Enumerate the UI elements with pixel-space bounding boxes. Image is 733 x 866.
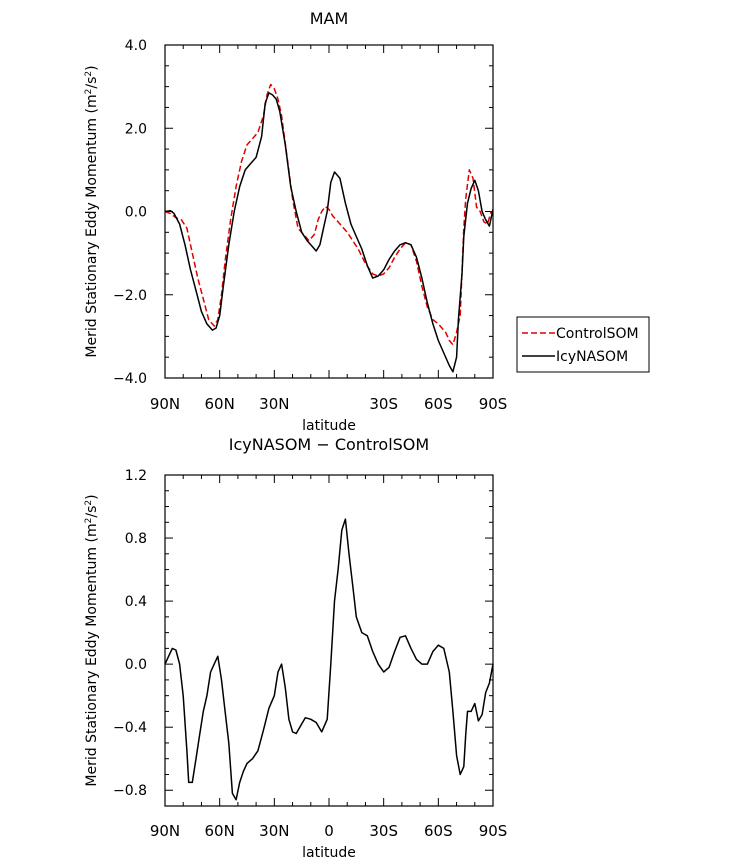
x-tick-label: 0 bbox=[324, 822, 334, 840]
x-tick-label: 30S bbox=[369, 395, 398, 413]
y-axis-label: Merid Stationary Eddy Momentum (m2/s2) bbox=[84, 65, 100, 357]
x-tick-label: 90N bbox=[150, 395, 180, 413]
y-tick-label: 1.2 bbox=[125, 468, 147, 484]
x-tick-label: 90N bbox=[150, 822, 180, 840]
y-axis-label-part: /s bbox=[84, 77, 100, 89]
y-tick-label: −0.4 bbox=[113, 720, 147, 736]
y-axis-label-part: 2 bbox=[84, 89, 94, 95]
x-axis-label: latitude bbox=[302, 845, 356, 861]
legend: ControlSOM IcyNASOM bbox=[516, 316, 650, 373]
chart-1: MAM 90N 60N 30N 30S 60S 90S −4.0 −2.0 0.0 2.0 4.0 la… bbox=[84, 9, 650, 434]
series-line-difference bbox=[164, 518, 494, 801]
y-tick-label: 0.0 bbox=[125, 205, 147, 221]
y-tick-label: 0.0 bbox=[125, 657, 147, 673]
y-axis-label-part: ) bbox=[84, 494, 100, 499]
y-tick-label: 4.0 bbox=[125, 38, 147, 54]
series-line-controlsom bbox=[164, 83, 492, 346]
plot-frame bbox=[164, 474, 494, 807]
y-axis-label-part: 2 bbox=[84, 500, 94, 506]
y-tick-label: 2.0 bbox=[125, 121, 147, 137]
y-axis-label-part: Merid Stationary Eddy Momentum (m bbox=[84, 523, 100, 786]
series-line-icynasom bbox=[164, 92, 494, 373]
y-axis-label: Merid Stationary Eddy Momentum (m2/s2) bbox=[84, 494, 100, 786]
x-tick-label: 30N bbox=[259, 822, 289, 840]
x-tick-label: 30S bbox=[369, 822, 398, 840]
x-tick-label: 60N bbox=[205, 822, 235, 840]
x-tick-label: 30N bbox=[259, 395, 289, 413]
y-axis-label-part: ) bbox=[84, 65, 100, 70]
x-tick-label: 60S bbox=[424, 822, 453, 840]
x-tick-label: 90S bbox=[479, 822, 508, 840]
legend-box bbox=[516, 316, 650, 373]
y-tick-label: 0.8 bbox=[125, 531, 147, 547]
x-tick-label: 60N bbox=[205, 395, 235, 413]
x-tick-label: 90S bbox=[479, 395, 508, 413]
y-tick-label: −0.8 bbox=[113, 783, 147, 799]
y-axis-label-part: 2 bbox=[84, 518, 94, 524]
x-tick-label: 60S bbox=[424, 395, 453, 413]
y-tick-label: −4.0 bbox=[113, 371, 147, 387]
plot-frame bbox=[164, 44, 494, 379]
x-axis-label: latitude bbox=[302, 418, 356, 434]
chart-2: IcyNASOM − ControlSOM 90N 60N 30N 0 30S 60S 90S… bbox=[84, 435, 507, 861]
chart-title: IcyNASOM − ControlSOM bbox=[229, 435, 429, 454]
legend-label: ControlSOM bbox=[556, 326, 639, 342]
y-tick-label: 0.4 bbox=[125, 594, 147, 610]
y-axis-label-part: /s bbox=[84, 506, 100, 518]
chart-title: MAM bbox=[310, 9, 349, 28]
y-axis-label-part: Merid Stationary Eddy Momentum (m bbox=[84, 94, 100, 357]
y-tick-label: −2.0 bbox=[113, 288, 147, 304]
legend-label: IcyNASOM bbox=[556, 349, 628, 365]
y-axis-label-part: 2 bbox=[84, 71, 94, 77]
